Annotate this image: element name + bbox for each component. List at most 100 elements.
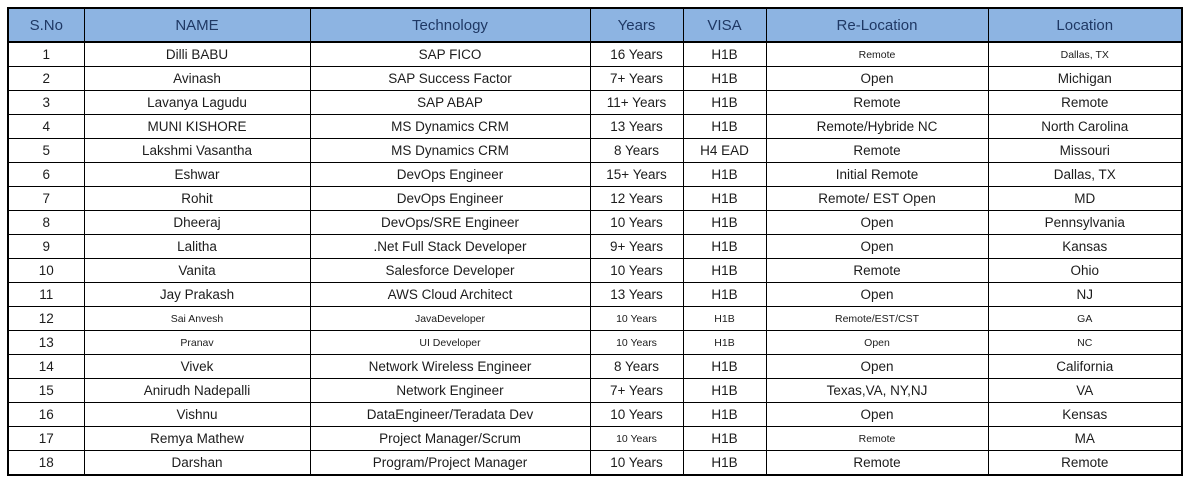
column-header-technology: Technology	[309, 7, 591, 43]
table-cell: Open	[765, 234, 989, 259]
table-cell: Pennsylvania	[987, 210, 1183, 235]
table-row: 2 Avinash SAP Success Factor 7+ Years H1B Ope…	[7, 66, 1183, 91]
table-cell: 10 Years	[589, 426, 684, 451]
table-cell: 10 Years	[589, 258, 684, 283]
table-cell: H1B	[682, 210, 767, 235]
table-cell: Remote	[765, 90, 989, 115]
table-cell: 15+ Years	[589, 162, 684, 187]
table-row: 17 Remya Mathew Project Manager/Scrum 10 Ye…	[7, 426, 1183, 451]
table-cell: H1B	[682, 66, 767, 91]
table-cell: Avinash	[83, 66, 311, 91]
header-row: S.No NAME Technology Years VISA Re-Locat…	[7, 7, 1183, 43]
column-header-years: Years	[589, 7, 684, 43]
table-cell: H1B	[682, 41, 767, 67]
table-cell: H1B	[682, 282, 767, 307]
table-cell: Open	[765, 210, 989, 235]
table-cell: 7+ Years	[589, 66, 684, 91]
table-cell: 14	[7, 354, 85, 379]
table-cell: H1B	[682, 186, 767, 211]
table-cell: 16 Years	[589, 41, 684, 67]
table-cell: H1B	[682, 162, 767, 187]
table-cell: H1B	[682, 426, 767, 451]
table-cell: SAP ABAP	[309, 90, 591, 115]
table-cell: Anirudh Nadepalli	[83, 378, 311, 403]
table-cell: Remote/Hybride NC	[765, 114, 989, 139]
table-row: 5 Lakshmi Vasantha MS Dynamics CRM 8 Years H…	[7, 138, 1183, 163]
table-cell: Open	[765, 402, 989, 427]
table-cell: Remote/ EST Open	[765, 186, 989, 211]
table-row: 8 Dheeraj DevOps/SRE Engineer 10 Years H1B Op…	[7, 210, 1183, 235]
table-cell: Eshwar	[83, 162, 311, 187]
table-cell: 8 Years	[589, 354, 684, 379]
column-header-sno: S.No	[7, 7, 85, 43]
table-cell: H1B	[682, 234, 767, 259]
table-cell: SAP Success Factor	[309, 66, 591, 91]
table-cell: Dallas, TX	[987, 162, 1183, 187]
table-cell: 17	[7, 426, 85, 451]
table-cell: Open	[765, 66, 989, 91]
table-cell: Remote	[765, 450, 989, 476]
table-row: 12 Sai Anvesh JavaDeveloper 10 Years H1B Remo…	[7, 306, 1183, 331]
table-cell: DevOps Engineer	[309, 186, 591, 211]
table-row: 10 Vanita Salesforce Developer 10 Years H1B R…	[7, 258, 1183, 283]
column-header-location: Location	[987, 7, 1183, 43]
table-cell: NJ	[987, 282, 1183, 307]
table-cell: DataEngineer/Teradata Dev	[309, 402, 591, 427]
table-cell: UI Developer	[309, 330, 591, 355]
candidates-hotlist-table: S.No NAME Technology Years VISA Re-Locat…	[7, 7, 1183, 476]
table-cell: 3	[7, 90, 85, 115]
table-cell: 10 Years	[589, 210, 684, 235]
table-cell: H1B	[682, 450, 767, 476]
table-cell: 10 Years	[589, 306, 684, 331]
table-cell: Kensas	[987, 402, 1183, 427]
table-cell: 15	[7, 378, 85, 403]
table-cell: MD	[987, 186, 1183, 211]
table-cell: H1B	[682, 354, 767, 379]
table-cell: DevOps Engineer	[309, 162, 591, 187]
table-cell: H1B	[682, 90, 767, 115]
table-cell: MS Dynamics CRM	[309, 114, 591, 139]
table-cell: MUNI KISHORE	[83, 114, 311, 139]
table-row: 14 Vivek Network Wireless Engineer 8 Years H…	[7, 354, 1183, 379]
table-cell: Remote	[765, 258, 989, 283]
table-cell: 13	[7, 330, 85, 355]
table-cell: 16	[7, 402, 85, 427]
table-row: 6 Eshwar DevOps Engineer 15+ Years H1B Initia…	[7, 162, 1183, 187]
table-cell: Network Engineer	[309, 378, 591, 403]
table-cell: H1B	[682, 378, 767, 403]
column-header-name: NAME	[83, 7, 311, 43]
table-cell: 7	[7, 186, 85, 211]
table-cell: JavaDeveloper	[309, 306, 591, 331]
column-header-visa: VISA	[682, 7, 767, 43]
table-cell: 6	[7, 162, 85, 187]
table-cell: Remote	[765, 41, 989, 67]
table-cell: Lakshmi Vasantha	[83, 138, 311, 163]
table-cell: MS Dynamics CRM	[309, 138, 591, 163]
table-cell: Remote	[765, 426, 989, 451]
table-cell: Remote	[987, 90, 1183, 115]
table-cell: Remote	[765, 138, 989, 163]
column-header-relocation: Re-Location	[765, 7, 989, 43]
table-cell: SAP FICO	[309, 41, 591, 67]
table-cell: Vishnu	[83, 402, 311, 427]
table-cell: H1B	[682, 306, 767, 331]
table-cell: 5	[7, 138, 85, 163]
table-row: 16 Vishnu DataEngineer/Teradata Dev 10 Year…	[7, 402, 1183, 427]
table-cell: Open	[765, 330, 989, 355]
table-header: S.No NAME Technology Years VISA Re-Locat…	[7, 7, 1183, 43]
table-cell: GA	[987, 306, 1183, 331]
table-row: 9 Lalitha .Net Full Stack Developer 9+ Year…	[7, 234, 1183, 259]
table-cell: 9	[7, 234, 85, 259]
table-cell: Remya Mathew	[83, 426, 311, 451]
table-cell: Ohio	[987, 258, 1183, 283]
table-cell: Remote	[987, 450, 1183, 476]
table-row: 11 Jay Prakash AWS Cloud Architect 13 Years…	[7, 282, 1183, 307]
table-cell: Rohit	[83, 186, 311, 211]
table-cell: North Carolina	[987, 114, 1183, 139]
table-cell: Sai Anvesh	[83, 306, 311, 331]
table-cell: H4 EAD	[682, 138, 767, 163]
table-cell: 12	[7, 306, 85, 331]
table-cell: VA	[987, 378, 1183, 403]
table-cell: .Net Full Stack Developer	[309, 234, 591, 259]
table-cell: Open	[765, 282, 989, 307]
